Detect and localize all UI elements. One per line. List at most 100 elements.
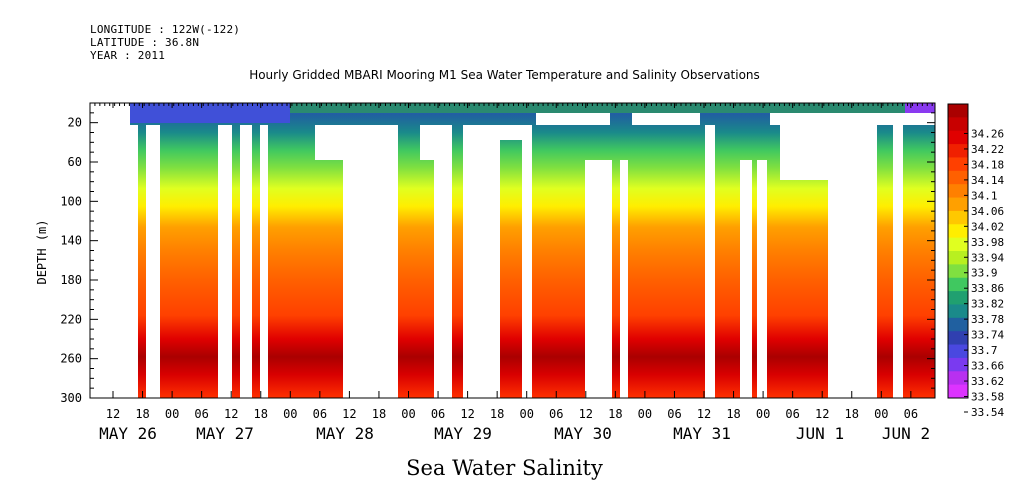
chart-subtitle: Sea Water Salinity (406, 456, 603, 480)
x-tick-label: 18 (845, 407, 859, 421)
data-gap (463, 125, 500, 398)
colorbar-swatch (948, 344, 968, 359)
x-tick-label: 06 (194, 407, 208, 421)
x-tick-label: 18 (135, 407, 149, 421)
colorbar-label: 33.98 (971, 236, 1004, 249)
y-tick-label: 260 (60, 352, 82, 366)
x-tick-label: 06 (904, 407, 918, 421)
colorbar-label: 34.1 (971, 189, 998, 202)
data-gap (632, 113, 700, 125)
colorbar-label: 33.9 (971, 267, 998, 280)
x-tick-label: 18 (372, 407, 386, 421)
x-tick-label: 18 (254, 407, 268, 421)
colorbar-swatch (948, 210, 968, 225)
colorbar-label: 34.02 (971, 220, 1004, 233)
y-axis: 20 60 100 140 180 220 260 300 (60, 112, 935, 405)
colorbar-swatch (948, 130, 968, 145)
data-gap (500, 125, 522, 140)
y-tick-label: 100 (60, 194, 82, 208)
colorbar-swatch (948, 251, 968, 265)
colorbar-swatch (948, 384, 968, 399)
x-day-label: MAY 29 (434, 424, 492, 443)
x-tick-label: 00 (756, 407, 770, 421)
colorbar-label: 34.26 (971, 127, 1004, 140)
colorbar-swatch (948, 170, 968, 185)
colorbar-swatch (948, 104, 968, 118)
colorbar-label: 34.06 (971, 205, 1004, 218)
colorbar-label: 34.18 (971, 158, 1004, 171)
x-tick-label: 00 (638, 407, 652, 421)
data-gap (740, 160, 752, 398)
latitude-label: LATITUDE : 36.8N (90, 36, 200, 49)
colorbar-swatch (948, 264, 968, 279)
x-tick-label: 12 (815, 407, 829, 421)
x-tick-label: 12 (224, 407, 238, 421)
data-gap (770, 113, 935, 125)
data-gap (343, 125, 398, 398)
x-tick-label: 06 (313, 407, 327, 421)
data-gap (536, 113, 610, 125)
data-gap (828, 125, 877, 398)
x-day-label: MAY 28 (316, 424, 374, 443)
colorbar-label: 33.86 (971, 282, 1004, 295)
y-tick-label: 300 (60, 391, 82, 405)
data-gap (240, 125, 252, 398)
y-tick-label: 180 (60, 273, 82, 287)
y-tick-label: 220 (60, 312, 82, 326)
colorbar-label: 34.22 (971, 143, 1004, 156)
colorbar-swatch (948, 331, 968, 346)
colorbar-swatch (948, 117, 968, 132)
x-tick-label: 12 (342, 407, 356, 421)
colorbar-label: 33.62 (971, 375, 1004, 388)
x-tick-label: 12 (579, 407, 593, 421)
x-day-label: MAY 31 (673, 424, 731, 443)
colorbar-label: 33.74 (971, 329, 1004, 342)
x-day-label: JUN 2 (882, 424, 930, 443)
colorbar: 34.26 34.22 34.18 34.14 34.1 34.06 34.02 33.98 3… (947, 103, 1004, 419)
colorbar-swatch (948, 237, 968, 252)
x-tick-label: 12 (460, 407, 474, 421)
x-day-label: MAY 30 (554, 424, 612, 443)
colorbar-swatch (948, 157, 968, 172)
colorbar-label: 33.94 (971, 251, 1004, 264)
surface-band (130, 103, 935, 113)
y-tick-label: 140 (60, 234, 82, 248)
y-tick-label: 60 (68, 155, 82, 169)
colorbar-swatch (948, 184, 968, 199)
x-axis: 12 18 00 06 12 18 00 06 12 18 00 06 12 18 00 06 12 18 00 06… (89, 103, 933, 443)
data-gap (218, 125, 232, 398)
chart-title: Hourly Gridded MBARI Mooring M1 Sea Wate… (249, 68, 760, 82)
data-gap (780, 125, 828, 180)
surface-fresh-band (905, 103, 935, 113)
y-axis-label: DEPTH (m) (35, 219, 49, 284)
x-tick-label: 06 (785, 407, 799, 421)
colorbar-label: 33.66 (971, 360, 1004, 373)
x-day-label: MAY 27 (196, 424, 254, 443)
colorbar-swatch (948, 371, 968, 386)
x-tick-label: 12 (106, 407, 120, 421)
colorbar-swatch (948, 291, 968, 305)
x-tick-label: 06 (431, 407, 445, 421)
x-tick-label: 00 (874, 407, 888, 421)
x-day-label: MAY 26 (99, 424, 157, 443)
data-gap (260, 125, 268, 398)
colorbar-swatch (948, 144, 968, 158)
data-gap (620, 160, 628, 398)
data-gap (434, 125, 452, 398)
colorbar-label: 34.14 (971, 174, 1004, 187)
x-tick-label: 18 (490, 407, 504, 421)
data-gap (130, 125, 138, 398)
data-gap (585, 160, 612, 398)
x-day-label: JUN 1 (796, 424, 844, 443)
colorbar-swatch (948, 197, 968, 212)
x-tick-label: 00 (401, 407, 415, 421)
data-gap (90, 103, 130, 398)
colorbar-label: 33.58 (971, 391, 1004, 404)
data-gap (315, 125, 343, 160)
colorbar-label: 33.54 (971, 406, 1004, 419)
colorbar-swatch (948, 224, 968, 239)
x-tick-label: 06 (549, 407, 563, 421)
x-tick-label: 00 (283, 407, 297, 421)
colorbar-label: 33.7 (971, 344, 998, 357)
